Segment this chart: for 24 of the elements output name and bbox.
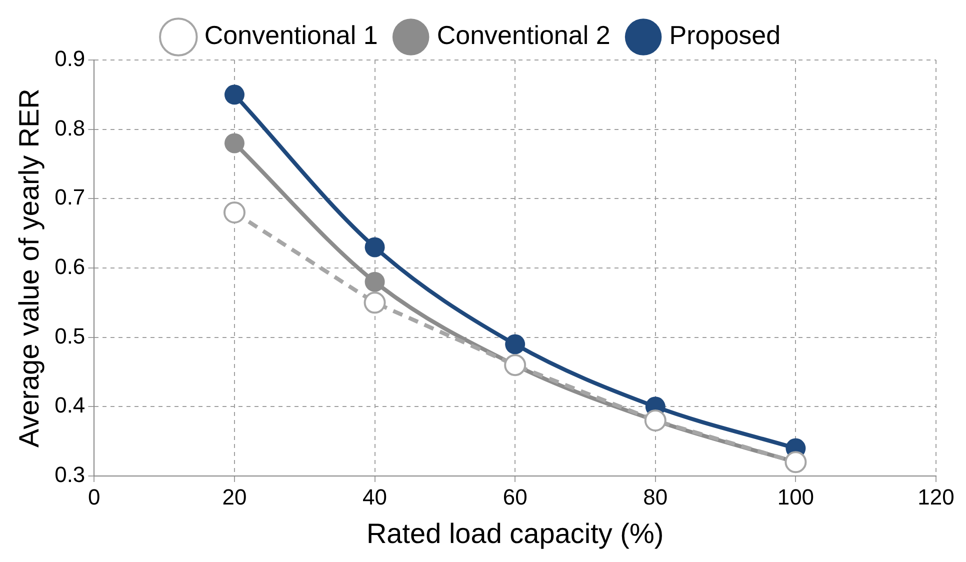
legend-label: Conventional 1	[204, 20, 378, 50]
x-tick-label: 100	[777, 484, 814, 510]
legend-label: Conventional 2	[436, 20, 610, 50]
legend-label: Proposed	[669, 20, 781, 50]
point	[224, 84, 244, 105]
point	[364, 272, 385, 292]
y-tick-label: 0.7	[54, 184, 86, 210]
point	[364, 237, 385, 258]
y-tick-label: 0.4	[54, 392, 86, 418]
y-axis-title: Average value of yearly RER	[14, 88, 45, 448]
y-tick-label: 0.9	[54, 46, 86, 72]
x-tick-label: 20	[222, 484, 247, 510]
x-tick-label: 0	[88, 484, 100, 510]
x-tick-label: 80	[643, 484, 668, 510]
x-tick-label: 40	[362, 484, 388, 510]
y-tick-label: 0.8	[54, 115, 86, 140]
point	[505, 334, 526, 354]
x-tick-label: 120	[918, 484, 954, 510]
y-tick-label: 0.5	[54, 323, 86, 348]
y-tick-label: 0.3	[54, 462, 86, 488]
point	[224, 133, 244, 154]
x-axis-title: Rated load capacity (%)	[366, 518, 664, 549]
x-tick-label: 60	[502, 484, 528, 510]
y-tick-label: 0.6	[54, 254, 86, 280]
